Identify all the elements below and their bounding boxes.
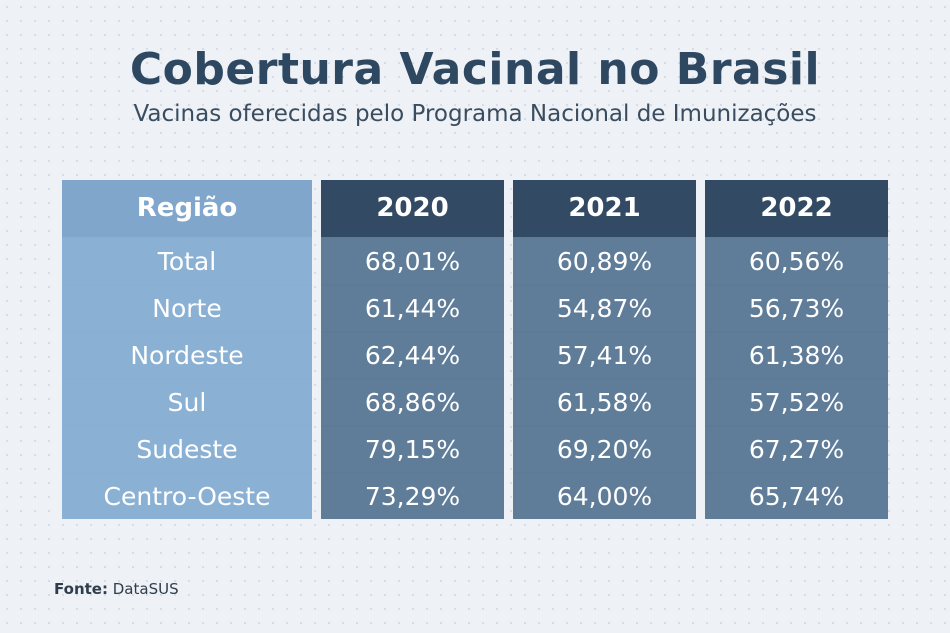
page-subtitle: Vacinas oferecidas pelo Programa Naciona… [133, 101, 817, 127]
value-cell: 79,15% [321, 427, 504, 472]
region-cell: Sudeste [62, 427, 312, 472]
value-cell: 57,41% [513, 333, 696, 378]
value-cell: 68,86% [321, 380, 504, 425]
region-header: Região [62, 180, 312, 237]
region-cell: Total [62, 239, 312, 284]
value-cell: 57,52% [705, 380, 888, 425]
value-cell: 61,44% [321, 286, 504, 331]
source-label: Fonte: [54, 580, 108, 598]
value-cell: 60,56% [705, 239, 888, 284]
value-cell: 61,58% [513, 380, 696, 425]
region-cell: Sul [62, 380, 312, 425]
year-header: 2022 [705, 180, 888, 237]
value-cell: 60,89% [513, 239, 696, 284]
source-value: DataSUS [112, 580, 179, 598]
region-cell: Centro-Oeste [62, 474, 312, 519]
year-column-2022: 2022 60,56% 56,73% 61,38% 57,52% 67,27% … [705, 180, 888, 519]
value-cell: 56,73% [705, 286, 888, 331]
region-cell: Norte [62, 286, 312, 331]
value-cell: 54,87% [513, 286, 696, 331]
value-cell: 61,38% [705, 333, 888, 378]
value-cell: 62,44% [321, 333, 504, 378]
value-cell: 73,29% [321, 474, 504, 519]
page-title: Cobertura Vacinal no Brasil [129, 44, 821, 95]
year-column-2021: 2021 60,89% 54,87% 57,41% 61,58% 69,20% … [513, 180, 696, 519]
region-cell: Nordeste [62, 333, 312, 378]
source-note: Fonte: DataSUS [54, 580, 179, 598]
value-cell: 69,20% [513, 427, 696, 472]
year-header: 2021 [513, 180, 696, 237]
region-column: Região Total Norte Nordeste Sul Sudeste … [62, 180, 312, 519]
value-cell: 64,00% [513, 474, 696, 519]
value-cell: 67,27% [705, 427, 888, 472]
year-column-2020: 2020 68,01% 61,44% 62,44% 68,86% 79,15% … [321, 180, 504, 519]
value-cell: 65,74% [705, 474, 888, 519]
value-cell: 68,01% [321, 239, 504, 284]
year-header: 2020 [321, 180, 504, 237]
